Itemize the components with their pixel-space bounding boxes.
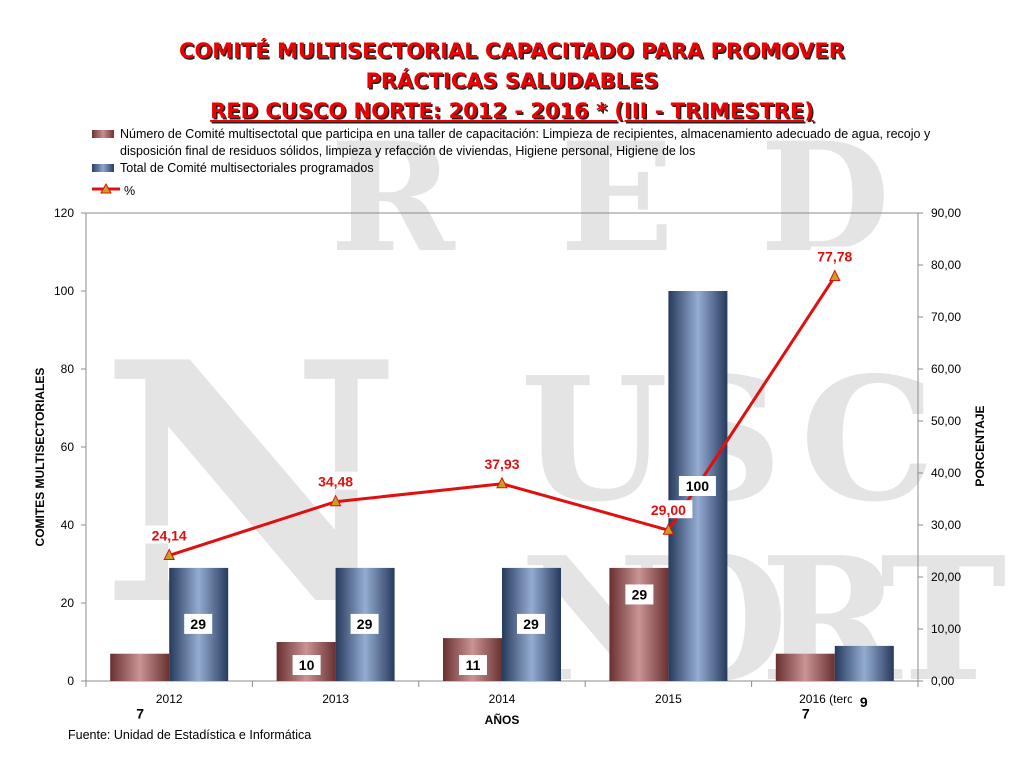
legend-item-series2: Total de Comité multisectoriales program…: [92, 160, 937, 177]
y2-tick-label: 60,00: [931, 362, 961, 376]
line-marker: [163, 548, 176, 560]
y2-tick-label: 80,00: [931, 258, 961, 272]
legend-label-series2: Total de Comité multisectoriales program…: [120, 161, 374, 175]
percentage-line: 24,14 34,48 37,93 29,00 77,78: [145, 246, 859, 560]
bar-label-series1: 11: [466, 657, 481, 673]
x-tick-label: 2015: [655, 692, 682, 706]
bar-label-series2-bg: [851, 691, 876, 712]
legend: Número de Comité multisectotal que parti…: [92, 126, 937, 200]
line-label-bg: [478, 453, 526, 472]
y-tick-label: 0: [67, 674, 74, 688]
bar-label-series2-bg: [678, 476, 716, 496]
y-tick-label: 120: [54, 206, 74, 220]
legend-swatch-series2: [92, 164, 114, 172]
y-tick-label: 60: [61, 440, 75, 454]
bar-label-series1: 29: [632, 586, 648, 602]
legend-item-series3: %: [92, 183, 937, 200]
legend-swatch-series1: [92, 130, 114, 138]
y2-tick-label: 20,00: [931, 570, 961, 584]
line-label: 77,78: [817, 249, 852, 265]
line-series3: [168, 275, 837, 557]
line-label-bg: [145, 525, 194, 544]
y2-tick-label: 40,00: [931, 466, 961, 480]
bar-series1: [775, 653, 835, 681]
y2-axis-title: PORCENTAJE: [973, 405, 987, 486]
x-tick-label: 2013: [322, 692, 349, 706]
bar-label-series1-bg: [128, 703, 153, 724]
data-labels: 7 29 10 29 11 29 29 100 7 9: [128, 476, 876, 724]
y2-tick-label: 0,00: [931, 674, 955, 688]
bar-label-series1: 10: [299, 657, 315, 673]
bar-series2: [834, 645, 894, 681]
bar-label-series1: 7: [802, 706, 810, 722]
bar-label-series2-bg: [517, 613, 545, 634]
y-axis-title: COMITES MULTISECTORIALES: [33, 368, 47, 547]
bar-label-series1-bg: [292, 655, 321, 675]
bar-label-series2: 9: [860, 694, 868, 710]
axes: 0 20 40 60 80 100 120 0,00 10,00 20,00 30,00 40,00 5…: [33, 206, 987, 727]
bar-label-series2: 29: [523, 616, 539, 632]
line-label-bg: [311, 471, 360, 490]
y2-tick-label: 90,00: [931, 206, 961, 220]
bar-label-series2: 29: [190, 616, 206, 632]
line-label-bg: [644, 500, 693, 519]
bar-label-series2-bg: [350, 613, 379, 634]
chart-title: COMITÉ MULTISECTORIAL CAPACITADO PARA PR…: [60, 36, 964, 126]
legend-line-marker-icon: [92, 183, 120, 194]
line-label: 24,14: [152, 527, 187, 543]
title-line-2: PRÁCTICAS SALUDABLES: [365, 69, 659, 93]
y-tick-label: 100: [54, 284, 74, 298]
x-tick-label: 2014: [489, 692, 516, 706]
bar-label-series1-bg: [459, 655, 487, 675]
line-label-bg: [810, 246, 859, 265]
y2-tick-label: 70,00: [931, 310, 961, 324]
source-note: Fuente: Unidad de Estadística e Informát…: [68, 728, 312, 742]
bar-label-series2: 29: [357, 616, 373, 632]
line-label: 37,93: [484, 456, 519, 472]
line-marker: [828, 269, 841, 282]
x-tick-label: 2012: [156, 692, 183, 706]
bar-series1: [110, 653, 170, 681]
legend-label-series3: %: [124, 184, 136, 198]
line-marker: [662, 523, 675, 535]
y2-tick-label: 10,00: [931, 622, 961, 636]
legend-item-series1: Número de Comité multisectotal que parti…: [92, 126, 937, 160]
y2-tick-label: 50,00: [931, 414, 961, 428]
title-line-1: COMITÉ MULTISECTORIAL CAPACITADO PARA PR…: [179, 39, 845, 63]
bar-label-series2-bg: [184, 613, 213, 634]
title-line-3: RED CUSCO NORTE: 2012 - 2016 * (III - TR…: [210, 99, 814, 123]
bar-label-series2: 100: [686, 478, 710, 494]
y-tick-label: 20: [61, 596, 75, 610]
line-label: 29,00: [651, 502, 686, 518]
line-label: 34,48: [318, 474, 353, 490]
line-marker: [496, 476, 508, 489]
bar-label-series1-bg: [625, 584, 654, 605]
y-tick-label: 40: [61, 518, 75, 532]
y-tick-label: 80: [61, 362, 75, 376]
x-axis-title: AÑOS: [485, 712, 520, 727]
y2-tick-label: 30,00: [931, 518, 961, 532]
line-marker: [329, 494, 342, 507]
bar-label-series1: 7: [136, 706, 144, 722]
bar-label-series1-bg: [793, 703, 818, 724]
legend-label-series1: Número de Comité multisectotal que parti…: [120, 127, 931, 158]
